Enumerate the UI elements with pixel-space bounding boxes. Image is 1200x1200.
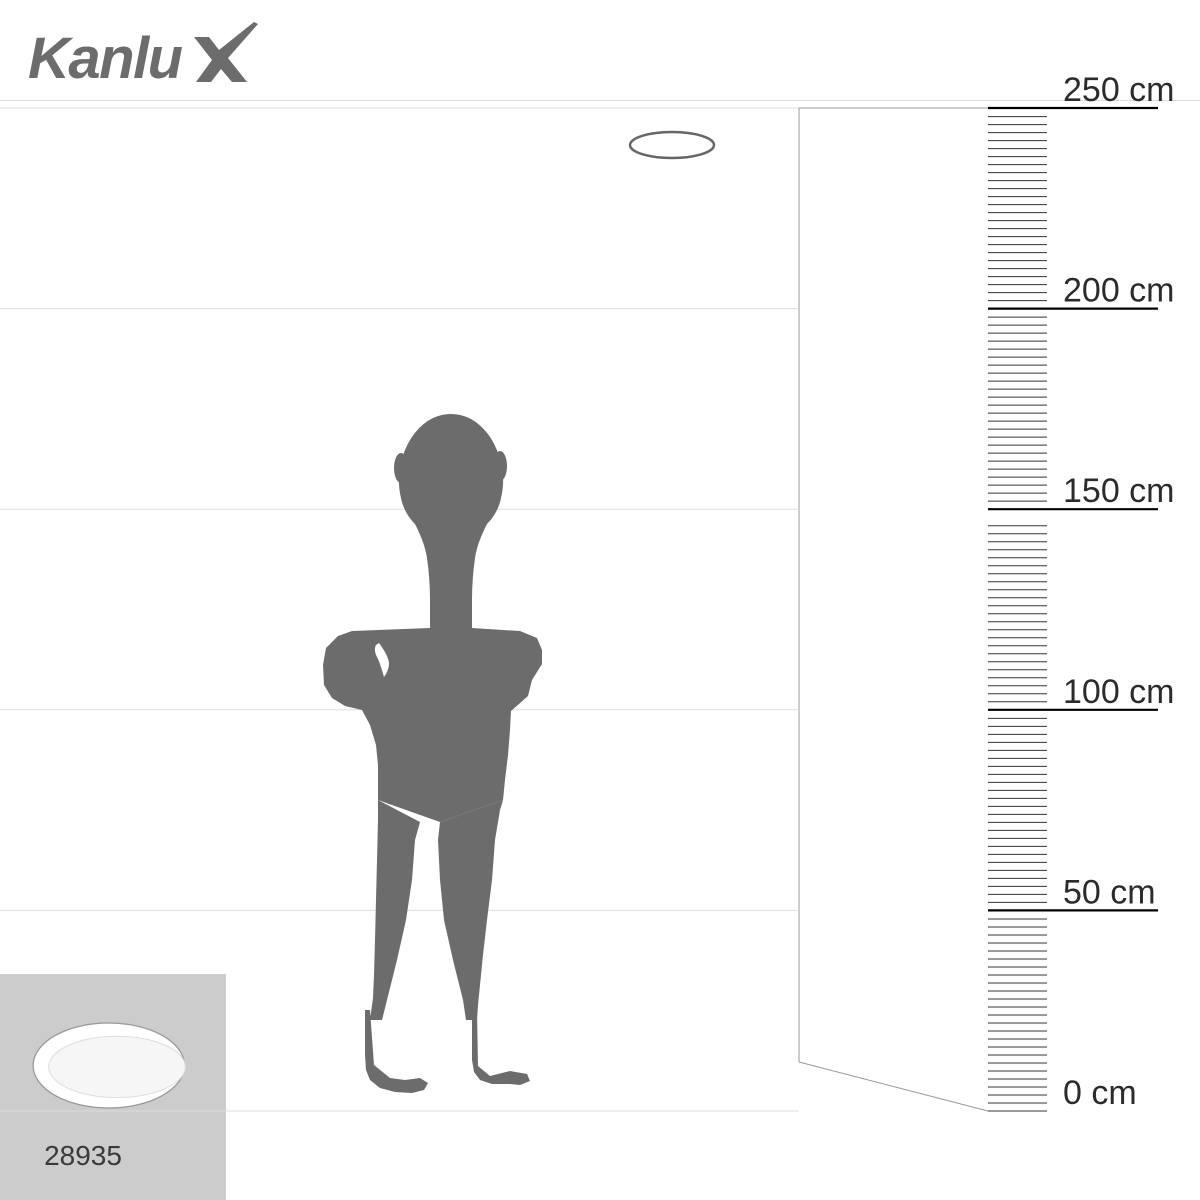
svg-text:250 cm: 250 cm [1063, 71, 1175, 109]
svg-text:100 cm: 100 cm [1063, 673, 1175, 711]
svg-text:50 cm: 50 cm [1063, 873, 1156, 911]
svg-text:0 cm: 0 cm [1063, 1074, 1137, 1112]
svg-text:150 cm: 150 cm [1063, 472, 1175, 510]
svg-text:200 cm: 200 cm [1063, 272, 1175, 310]
